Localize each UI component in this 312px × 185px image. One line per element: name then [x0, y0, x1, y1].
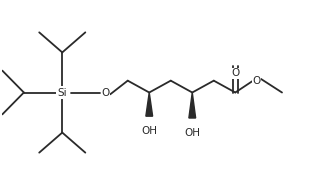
- Text: O: O: [231, 68, 239, 78]
- Text: OH: OH: [184, 128, 200, 138]
- Text: Si: Si: [57, 88, 67, 97]
- Text: O: O: [253, 76, 261, 86]
- Text: O: O: [101, 88, 110, 97]
- Text: OH: OH: [141, 126, 157, 136]
- Polygon shape: [146, 92, 153, 116]
- Polygon shape: [189, 92, 196, 118]
